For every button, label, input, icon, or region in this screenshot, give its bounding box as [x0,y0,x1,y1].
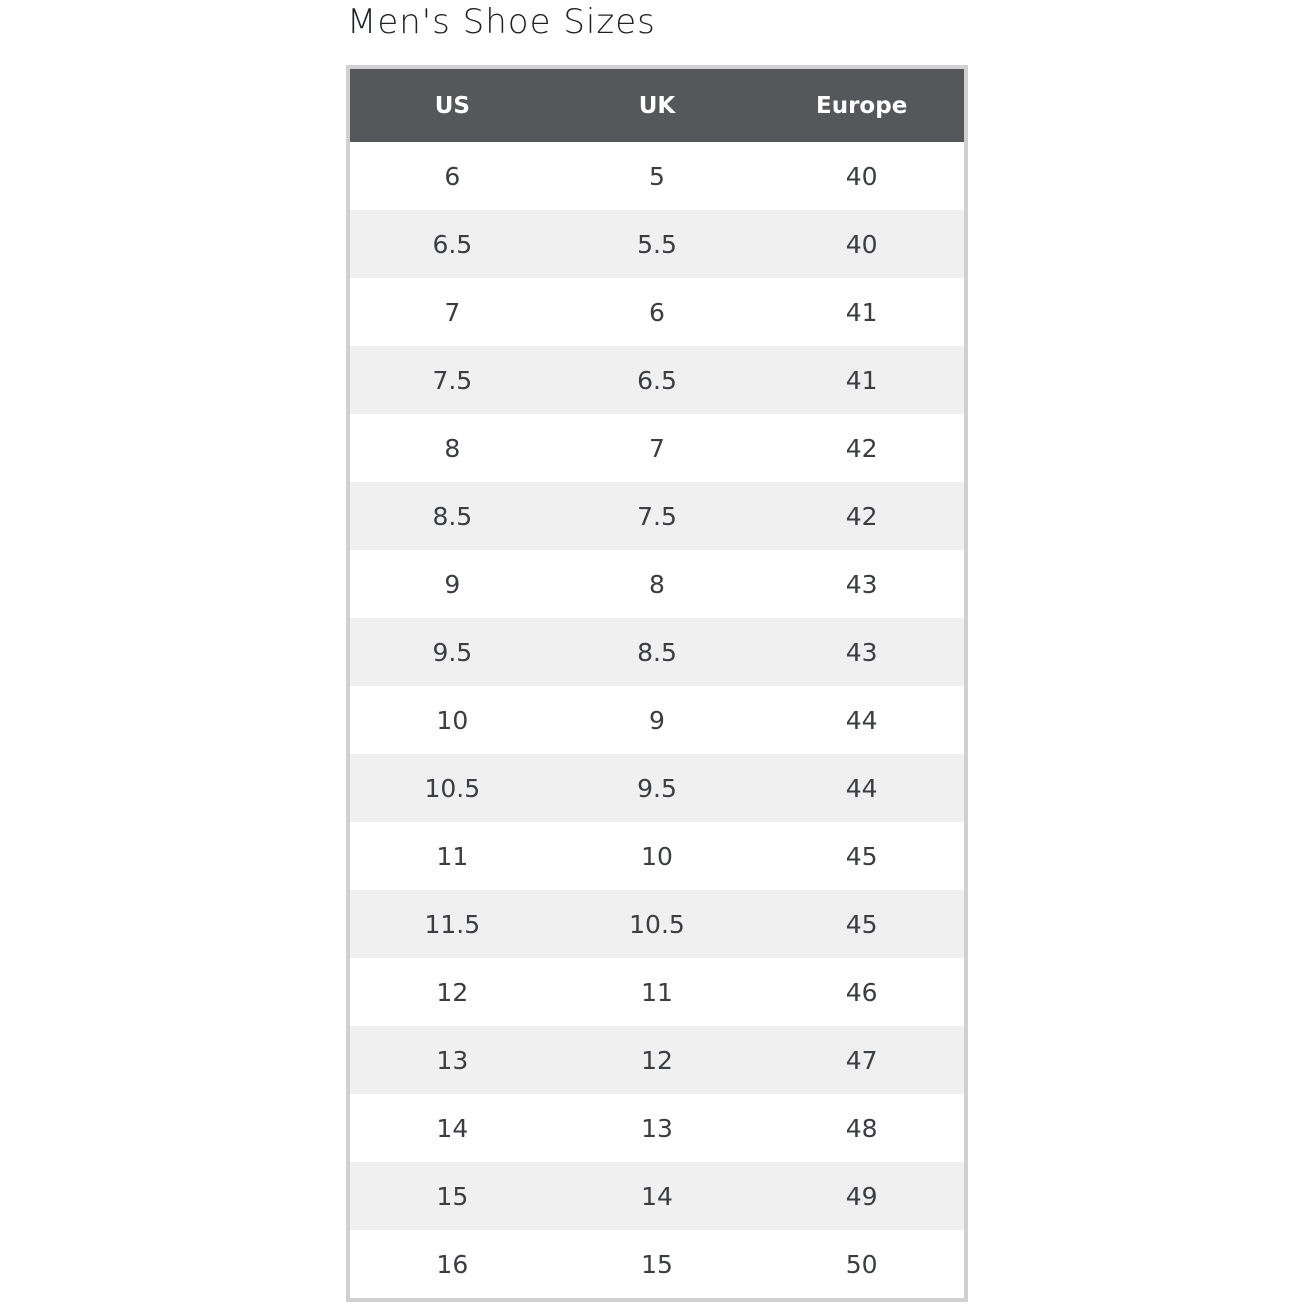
cell-us: 13 [350,1026,555,1094]
table-row: 7 6 41 [350,278,964,346]
cell-us: 12 [436,977,469,1007]
column-header-europe: Europe [759,69,964,142]
cell-us: 10 [436,705,469,735]
column-header-us: US [350,69,555,142]
cell-uk: 8.5 [554,618,760,686]
cell-us: 9 [444,569,461,599]
cell-us: 10.5 [350,754,555,822]
cell-us: 8.5 [350,482,555,550]
cell-uk: 8 [649,569,665,599]
cell-uk: 7.5 [554,482,760,550]
cell-europe: 41 [845,297,878,327]
table-row: 11 10 45 [350,822,964,890]
cell-us: 8 [444,433,461,463]
cell-europe: 42 [759,482,964,550]
cell-uk: 14 [554,1162,760,1230]
table-row: 8 7 42 [350,414,964,482]
table-row: 15 14 49 [350,1162,964,1230]
cell-uk: 13 [641,1113,673,1143]
table-row: 10 9 44 [350,686,964,754]
table-row: 12 11 46 [350,958,964,1026]
cell-uk: 9 [649,705,665,735]
cell-uk: 5 [649,161,665,191]
cell-uk: 7 [649,433,665,463]
cell-us: 16 [436,1249,469,1279]
cell-europe: 40 [759,210,964,278]
cell-us: 11.5 [350,890,555,958]
table-row: 8.5 7.5 42 [350,482,964,550]
cell-europe: 43 [759,618,964,686]
cell-uk: 5.5 [554,210,760,278]
column-header-uk: UK [554,69,760,142]
cell-europe: 43 [845,569,878,599]
table-row: 14 13 48 [350,1094,964,1162]
cell-uk: 6.5 [554,346,760,414]
size-table-container: US UK Europe 6 5 40 6.5 5.5 40 7 6 41 7.5 6.5 41 8 7 4… [346,65,968,1302]
cell-uk: 12 [554,1026,760,1094]
cell-us: 11 [436,841,469,871]
cell-us: 7.5 [350,346,555,414]
cell-europe: 48 [845,1113,878,1143]
size-table: US UK Europe 6 5 40 6.5 5.5 40 7 6 41 7.5 6.5 41 8 7 4… [350,69,964,1298]
cell-us: 15 [350,1162,555,1230]
cell-uk: 11 [641,977,673,1007]
table-header-row: US UK Europe [350,69,964,142]
cell-europe: 45 [759,890,964,958]
page-title: Men's Shoe Sizes [347,2,656,42]
cell-europe: 47 [759,1026,964,1094]
cell-us: 9.5 [350,618,555,686]
table-row: 13 12 47 [350,1026,964,1094]
table-row: 9.5 8.5 43 [350,618,964,686]
cell-uk: 10.5 [554,890,760,958]
cell-us: 7 [444,297,461,327]
cell-europe: 50 [845,1249,878,1279]
cell-europe: 41 [759,346,964,414]
cell-europe: 46 [845,977,878,1007]
cell-us: 6.5 [350,210,555,278]
table-row: 10.5 9.5 44 [350,754,964,822]
cell-europe: 44 [759,754,964,822]
cell-us: 14 [436,1113,469,1143]
cell-europe: 49 [759,1162,964,1230]
cell-europe: 45 [845,841,878,871]
table-row: 6 5 40 [350,142,964,210]
cell-us: 6 [444,161,461,191]
table-row: 9 8 43 [350,550,964,618]
cell-europe: 40 [845,161,878,191]
table-row: 16 15 50 [350,1230,964,1298]
cell-uk: 15 [641,1249,673,1279]
table-row: 7.5 6.5 41 [350,346,964,414]
cell-europe: 44 [845,705,878,735]
cell-europe: 42 [845,433,878,463]
cell-uk: 9.5 [554,754,760,822]
cell-uk: 6 [649,297,665,327]
cell-uk: 10 [641,841,673,871]
table-row: 11.5 10.5 45 [350,890,964,958]
table-row: 6.5 5.5 40 [350,210,964,278]
